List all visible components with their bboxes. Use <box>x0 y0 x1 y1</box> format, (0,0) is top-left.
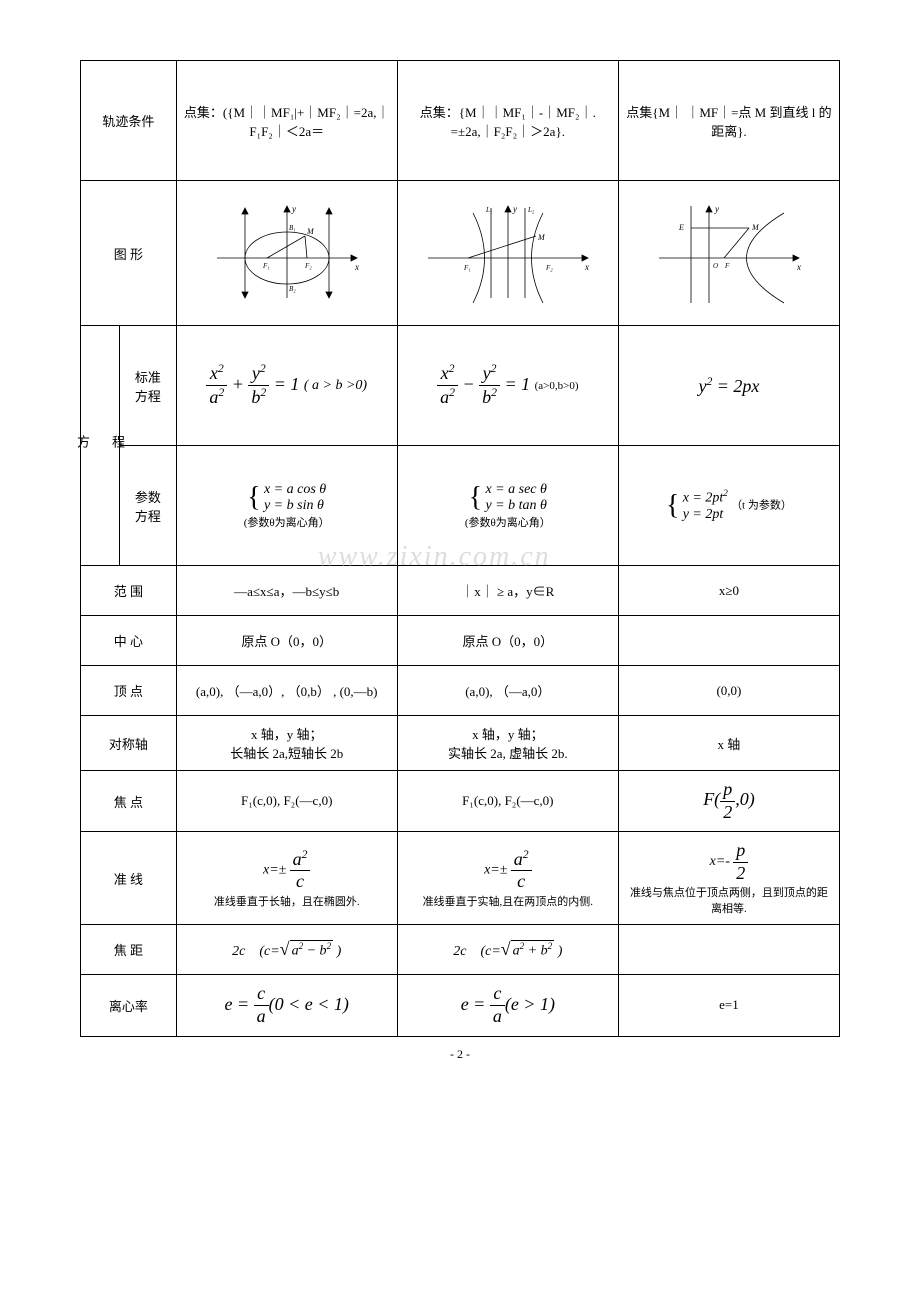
symaxis-hyperbola: x 轴，y 轴； 实轴长 2a, 虚轴长 2b. <box>397 716 618 771</box>
row-label-range: 范 围 <box>81 566 177 616</box>
focus-hyperbola: F₁(c,0), F₂(—c,0) <box>397 771 618 832</box>
row-label-eccentricity: 离心率 <box>81 975 177 1036</box>
svg-text:L₁: L₁ <box>485 206 492 214</box>
row-label-std: 标准 方程 <box>120 326 177 446</box>
row-label-param: 参数 方程 <box>120 446 177 566</box>
svg-text:M: M <box>751 223 760 232</box>
row-label-focaldist: 焦 距 <box>81 925 177 975</box>
center-ellipse: 原点 O（0，0） <box>176 616 397 666</box>
eccentricity-hyperbola: e = ca(e > 1) <box>397 975 618 1036</box>
row-label-shape: 图 形 <box>81 181 177 326</box>
track-hyperbola: 点集：{M｜｜MF₁｜-｜MF₂｜. =±2a,｜F₂F₂｜＞2a}. <box>397 61 618 181</box>
vertex-hyperbola: (a,0), （—a,0） <box>397 666 618 716</box>
eccentricity-parabola: e=1 <box>618 975 839 1036</box>
svg-text:F: F <box>724 262 730 270</box>
diagram-ellipse: x y M B₁ B₂ F₁ F₂ <box>176 181 397 326</box>
std-hyperbola: x2a2 − y2b2 = 1 (a>0,b>0) <box>397 326 618 446</box>
range-ellipse: —a≤x≤a，—b≤y≤b <box>176 566 397 616</box>
svg-text:M: M <box>306 227 315 236</box>
track-parabola: 点集{M｜ ｜MF｜=点 M 到直线 l 的距离}. <box>618 61 839 181</box>
svg-text:x: x <box>584 262 589 272</box>
param-parabola: { x = 2pt2y = 2pt （t 为参数） <box>618 446 839 566</box>
svg-text:L₂: L₂ <box>527 206 535 214</box>
svg-text:y: y <box>291 204 296 214</box>
range-parabola: x≥0 <box>618 566 839 616</box>
center-parabola <box>618 616 839 666</box>
svg-text:F₂: F₂ <box>545 264 553 272</box>
focaldist-parabola <box>618 925 839 975</box>
directrix-hyperbola: x=± a2c 准线垂直于实轴,且在两顶点的内侧. <box>397 832 618 925</box>
focus-ellipse: F₁(c,0), F₂(—c,0) <box>176 771 397 832</box>
svg-text:B₂: B₂ <box>289 285 296 293</box>
symaxis-ellipse: x 轴，y 轴； 长轴长 2a,短轴长 2b <box>176 716 397 771</box>
svg-text:B₁: B₁ <box>289 224 296 232</box>
std-parabola: y2 = 2px <box>618 326 839 446</box>
symaxis-parabola: x 轴 <box>618 716 839 771</box>
svg-text:E: E <box>678 223 684 232</box>
svg-text:F₁: F₁ <box>262 262 270 270</box>
svg-text:y: y <box>512 204 517 214</box>
page-number: - 2 - <box>80 1047 840 1062</box>
focaldist-ellipse: 2c (c=√a2 − b2 ) <box>176 925 397 975</box>
param-ellipse: { x = a cos θy = b sin θ (参数θ为离心角） <box>176 446 397 566</box>
focus-parabola: F(p2,0) <box>618 771 839 832</box>
row-label-symaxis: 对称轴 <box>81 716 177 771</box>
row-label-focus: 焦 点 <box>81 771 177 832</box>
row-label-vertex: 顶 点 <box>81 666 177 716</box>
row-group-equation: 方 程 <box>81 326 120 566</box>
svg-text:x: x <box>354 262 359 272</box>
conic-sections-table: 轨迹条件 点集：({M｜｜MF₁|+｜MF₂｜=2a,｜F₁F₂｜＜2a＝ 点集… <box>80 60 840 1037</box>
focaldist-hyperbola: 2c (c=√a2 + b2 ) <box>397 925 618 975</box>
track-ellipse: 点集：({M｜｜MF₁|+｜MF₂｜=2a,｜F₁F₂｜＜2a＝ <box>176 61 397 181</box>
directrix-ellipse: x=± a2c 准线垂直于长轴，且在椭圆外. <box>176 832 397 925</box>
std-ellipse: x2a2 + y2b2 = 1 ( a > b >0) <box>176 326 397 446</box>
row-label-track: 轨迹条件 <box>81 61 177 181</box>
svg-text:x: x <box>796 262 801 272</box>
svg-text:M: M <box>537 233 546 242</box>
center-hyperbola: 原点 O（0，0） <box>397 616 618 666</box>
diagram-hyperbola: x y M F₁ F₂ L₁ L₂ <box>397 181 618 326</box>
range-hyperbola: ｜x｜ ≥ a，y∈R <box>397 566 618 616</box>
row-label-center: 中 心 <box>81 616 177 666</box>
svg-text:O: O <box>713 262 718 270</box>
svg-text:y: y <box>714 204 719 214</box>
eccentricity-ellipse: e = ca(0 < e < 1) <box>176 975 397 1036</box>
vertex-ellipse: (a,0), （—a,0）, （0,b） , (0,—b) <box>176 666 397 716</box>
row-label-directrix: 准 线 <box>81 832 177 925</box>
diagram-parabola: x y M E O F <box>618 181 839 326</box>
svg-text:F₂: F₂ <box>304 262 312 270</box>
directrix-parabola: x=- p2 准线与焦点位于顶点两侧，且到顶点的距离相等. <box>618 832 839 925</box>
vertex-parabola: (0,0) <box>618 666 839 716</box>
svg-text:F₁: F₁ <box>463 264 471 272</box>
param-hyperbola: { x = a sec θy = b tan θ (参数θ为离心角） www.z… <box>397 446 618 566</box>
